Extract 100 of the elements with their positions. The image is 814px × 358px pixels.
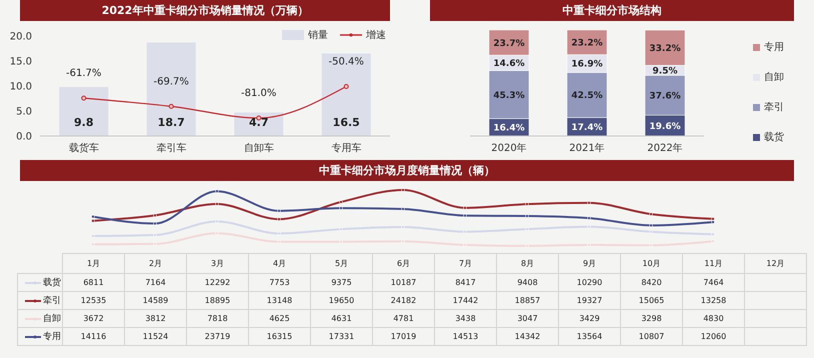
data-label: 10807 — [620, 328, 682, 346]
data-label: 14116 — [62, 328, 124, 346]
point — [215, 220, 219, 224]
data-label: 16.5 — [332, 116, 360, 129]
data-label: 8417 — [434, 274, 496, 292]
bar — [146, 42, 196, 136]
point — [463, 206, 467, 210]
data-label: 18.7 — [158, 116, 185, 129]
data-label: 9.8 — [74, 116, 94, 129]
x-tick-label: 4月 — [248, 254, 310, 274]
data-label: 3047 — [496, 310, 558, 328]
chart-title: 中重卡细分市场结构 — [430, 0, 794, 21]
data-label: 42.5% — [571, 91, 603, 102]
data-label: 8420 — [620, 274, 682, 292]
y-tick-label: 15.0 — [10, 56, 32, 68]
data-label: 45.3% — [493, 90, 525, 101]
point — [587, 201, 591, 205]
x-tick-label: 7月 — [434, 254, 496, 274]
point — [153, 233, 157, 237]
data-label: 3438 — [434, 310, 496, 328]
data-label: 33.2% — [649, 44, 681, 54]
data-label: 13148 — [248, 292, 310, 310]
bar — [322, 54, 371, 136]
y-tick-label: 20.0 — [10, 32, 32, 43]
data-label: 16315 — [248, 328, 310, 346]
legend-label: 载货 — [42, 276, 61, 289]
point — [81, 96, 86, 101]
data-label: -69.7% — [154, 76, 189, 88]
point — [153, 222, 157, 226]
chart-title: 2022年中重卡细分市场销量情况（万辆） — [20, 0, 390, 21]
bar — [59, 87, 108, 136]
point — [91, 219, 95, 223]
x-tick-label: 10月 — [620, 254, 682, 274]
data-label: 15065 — [620, 292, 682, 310]
data-label: 3812 — [124, 310, 186, 328]
legend-label: 专用 — [42, 330, 61, 343]
x-tick-label: 牵引车 — [156, 142, 186, 154]
point — [401, 188, 405, 192]
data-label: 9.5% — [652, 66, 678, 77]
point — [91, 214, 95, 218]
x-tick-label: 2022年 — [647, 142, 683, 154]
data-label: 18895 — [186, 292, 248, 310]
x-tick-label: 11月 — [682, 254, 744, 274]
point — [168, 104, 174, 109]
point — [91, 234, 95, 238]
x-tick-label: 专用车 — [331, 142, 362, 154]
data-label: 10187 — [372, 274, 434, 292]
point — [215, 202, 219, 206]
point — [525, 202, 529, 206]
point — [277, 217, 281, 221]
point — [711, 217, 715, 221]
point — [401, 207, 405, 211]
data-label: 9408 — [496, 274, 558, 292]
x-tick-label: 6月 — [372, 254, 434, 274]
data-label: 4631 — [310, 310, 372, 328]
point — [153, 214, 157, 218]
legend-label: 增速 — [366, 28, 386, 42]
point — [649, 224, 653, 228]
data-label: 17331 — [310, 328, 372, 346]
data-label: 17442 — [434, 292, 496, 310]
data-label: 13564 — [558, 328, 620, 346]
data-label: 11524 — [124, 328, 186, 346]
data-label: 19.6% — [649, 122, 681, 132]
bar — [234, 112, 284, 136]
x-tick-label: 载货车 — [68, 142, 99, 154]
data-label: 7464 — [682, 274, 744, 292]
point — [587, 216, 591, 220]
x-tick-label: 2020年 — [491, 142, 527, 154]
data-label: -50.4% — [328, 56, 364, 68]
data-label: 3298 — [620, 310, 682, 328]
data-label: 9375 — [310, 274, 372, 292]
point — [711, 232, 715, 236]
legend-label: 专用 — [764, 40, 784, 54]
data-label: 16.9% — [571, 60, 603, 70]
data-label: 23719 — [186, 328, 248, 346]
data-label: 23.2% — [571, 38, 603, 48]
data-label: -61.7% — [66, 68, 102, 80]
point — [339, 227, 343, 231]
data-label: 12292 — [186, 274, 248, 292]
legend-label: 自卸 — [764, 71, 784, 84]
point — [215, 189, 219, 193]
x-tick-label: 2月 — [124, 254, 186, 274]
y-tick-label: 0.0 — [16, 132, 32, 143]
data-label: 14.6% — [493, 59, 525, 70]
data-label: 6811 — [62, 274, 124, 292]
data-label: 4.7 — [249, 116, 268, 129]
data-label: 14513 — [434, 328, 496, 346]
data-label: 4625 — [248, 310, 310, 328]
x-tick-label: 自卸车 — [244, 142, 274, 154]
data-label: -81.0% — [241, 88, 276, 100]
x-tick-label: 9月 — [558, 254, 620, 274]
x-tick-label: 2021年 — [569, 142, 605, 154]
point — [525, 214, 529, 218]
point — [649, 230, 653, 234]
point — [401, 225, 405, 229]
point — [277, 232, 281, 236]
data-label: 12535 — [62, 292, 124, 310]
x-tick-label: 12月 — [744, 254, 806, 274]
data-label: 24182 — [372, 292, 434, 310]
legend-label: 自卸 — [42, 312, 61, 325]
